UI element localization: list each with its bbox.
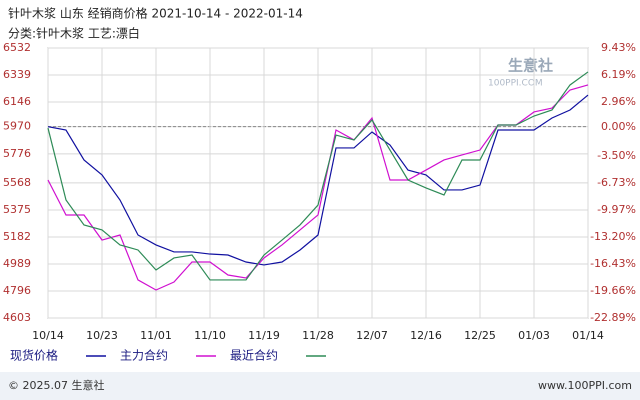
series-line	[47, 94, 589, 266]
series-line	[47, 71, 589, 281]
x-tick-label: 10/14	[32, 329, 64, 342]
y-tick-label: 6532	[3, 41, 31, 54]
x-tick-label: 10/23	[86, 329, 118, 342]
watermark: 生意社	[508, 57, 553, 75]
footer-right: www.100PPI.com	[538, 379, 632, 392]
y2-tick-label: -9.97%	[597, 203, 636, 216]
x-tick-label: 11/01	[140, 329, 172, 342]
y2-tick-label: 6.19%	[601, 68, 636, 81]
y2-tick-label: -16.43%	[590, 257, 636, 270]
y-tick-label: 4796	[3, 284, 31, 297]
y-tick-label: 4989	[3, 257, 31, 270]
y2-tick-label: -13.20%	[590, 230, 636, 243]
y2-tick-label: -22.89%	[590, 311, 636, 324]
x-tick-label: 12/16	[410, 329, 442, 342]
y-tick-label: 5970	[3, 120, 31, 133]
footer-left: © 2025.07 生意社	[8, 378, 104, 392]
y2-tick-label: 9.43%	[601, 41, 636, 54]
x-tick-label: 11/28	[302, 329, 334, 342]
footer-bar	[0, 372, 640, 400]
y2-tick-label: -19.66%	[590, 284, 636, 297]
x-tick-label: 11/19	[248, 329, 280, 342]
y-tick-label: 4603	[3, 311, 31, 324]
legend-label: 最近合约	[230, 348, 278, 363]
y-tick-label: 5182	[3, 230, 31, 243]
y-tick-label: 6146	[3, 95, 31, 108]
x-tick-label: 01/03	[518, 329, 550, 342]
y-tick-label: 5375	[3, 203, 31, 216]
y2-tick-label: 2.96%	[601, 95, 636, 108]
y2-tick-label: 0.00%	[601, 120, 636, 133]
legend-label: 主力合约	[120, 348, 168, 363]
y-tick-label: 5776	[3, 147, 31, 160]
chart-subtitle: 分类:针叶木浆 工艺:漂白	[8, 26, 140, 41]
y-tick-label: 5568	[3, 176, 31, 189]
y2-tick-label: -3.50%	[597, 149, 636, 162]
y-tick-label: 6339	[3, 68, 31, 81]
x-tick-label: 12/25	[464, 329, 496, 342]
x-tick-label: 11/10	[194, 329, 226, 342]
x-tick-label: 12/07	[356, 329, 388, 342]
x-tick-label: 01/14	[572, 329, 604, 342]
chart-title: 针叶木浆 山东 经销商价格 2021-10-14 - 2022-01-14	[8, 6, 303, 21]
watermark: 100PPI.COM	[488, 79, 543, 89]
y2-tick-label: -6.73%	[597, 176, 636, 189]
legend-label: 现货价格	[10, 348, 58, 363]
